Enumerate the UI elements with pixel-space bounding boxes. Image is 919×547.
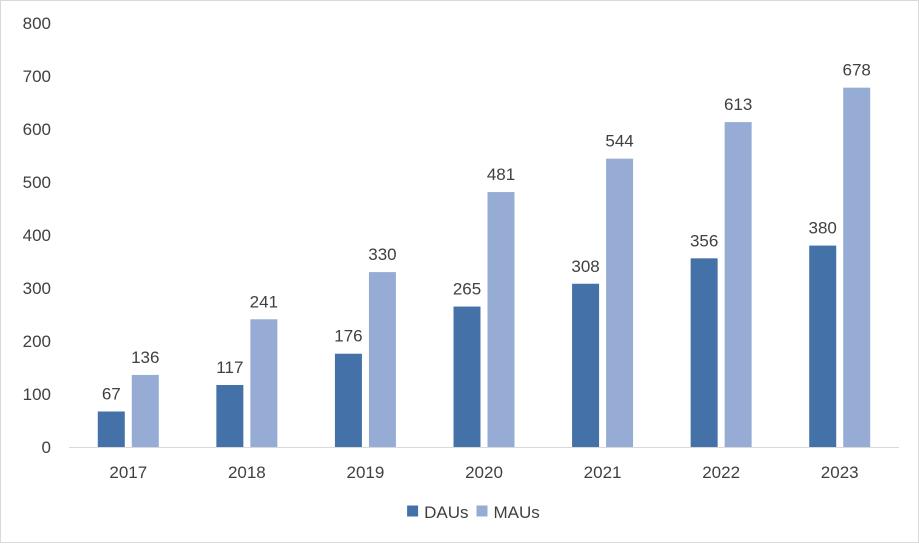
bar-daus-2017 — [97, 411, 125, 447]
bar-maus-2021 — [606, 158, 634, 447]
bar-maus-2023 — [843, 87, 871, 447]
data-label: 265 — [453, 280, 481, 299]
legend-label-maus: MAUs — [494, 503, 540, 522]
x-tick-label: 2023 — [821, 463, 859, 482]
data-label: 544 — [605, 132, 633, 151]
bar-maus-2019 — [368, 272, 396, 447]
y-tick-label: 400 — [23, 226, 51, 245]
y-tick-label: 100 — [23, 385, 51, 404]
bars — [97, 87, 871, 448]
bar-maus-2022 — [724, 122, 752, 448]
data-label: 136 — [131, 348, 159, 367]
bar-maus-2018 — [250, 319, 278, 447]
bar-maus-2020 — [487, 192, 515, 447]
legend-swatch-daus — [407, 505, 419, 517]
data-label: 678 — [843, 61, 871, 80]
y-tick-label: 0 — [42, 438, 51, 457]
x-tick-label: 2022 — [702, 463, 740, 482]
bar-daus-2020 — [453, 306, 481, 447]
y-tick-label: 700 — [23, 67, 51, 86]
data-label: 67 — [102, 384, 121, 403]
data-label: 481 — [487, 165, 515, 184]
data-label: 308 — [571, 257, 599, 276]
bar-maus-2017 — [131, 374, 159, 447]
x-axis: 2017 2018 2019 2020 2021 2022 2023 — [69, 447, 899, 482]
data-label: 176 — [334, 327, 362, 346]
bar-daus-2023 — [809, 245, 837, 447]
y-tick-label: 600 — [23, 120, 51, 139]
x-tick-label: 2021 — [584, 463, 622, 482]
data-label: 241 — [250, 292, 278, 311]
legend-swatch-maus — [476, 505, 488, 517]
data-labels: 67 136 117 241 176 330 265 481 308 544 356 613 380 67… — [102, 61, 871, 404]
x-tick-label: 2020 — [465, 463, 503, 482]
data-label: 117 — [216, 358, 243, 377]
y-tick-label: 200 — [23, 332, 51, 351]
legend: DAUs MAUs — [407, 503, 540, 522]
y-tick-label: 500 — [23, 173, 51, 192]
data-label: 356 — [690, 231, 718, 250]
bar-daus-2021 — [572, 283, 600, 447]
y-tick-label: 300 — [23, 279, 51, 298]
x-tick-label: 2019 — [347, 463, 385, 482]
y-axis: 0 100 200 300 400 500 600 700 800 — [23, 14, 51, 457]
bar-daus-2018 — [216, 384, 244, 447]
bar-daus-2019 — [334, 353, 362, 447]
bar-daus-2022 — [690, 258, 718, 447]
x-tick-label: 2018 — [228, 463, 266, 482]
data-label: 330 — [368, 245, 396, 264]
data-label: 613 — [724, 95, 752, 114]
y-tick-label: 800 — [23, 14, 51, 33]
x-tick-label: 2017 — [109, 463, 147, 482]
data-label: 380 — [809, 219, 837, 238]
legend-label-daus: DAUs — [424, 503, 468, 522]
